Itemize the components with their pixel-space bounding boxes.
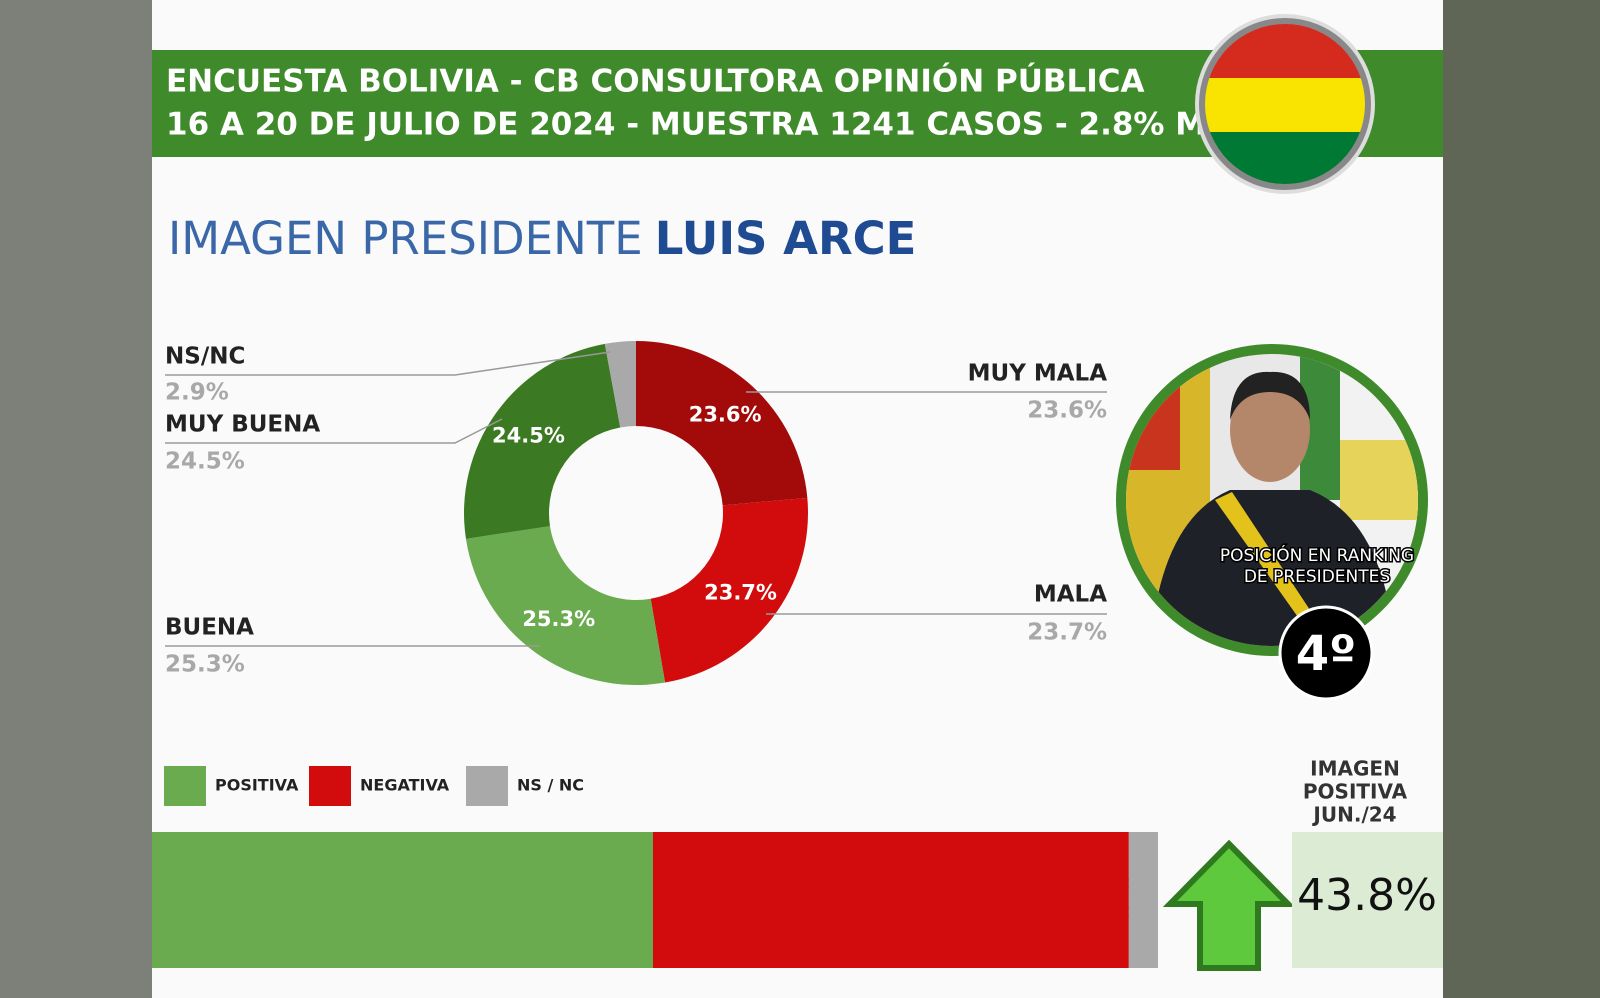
title: IMAGEN PRESIDENTE LUIS ARCE (168, 212, 916, 265)
legend-label: NS / NC (517, 776, 584, 795)
previous-value: 43.8% (1297, 870, 1437, 921)
category-value: 25.3% (165, 652, 245, 678)
side-right (1443, 0, 1600, 998)
flag (1195, 14, 1375, 194)
leader-line (165, 351, 611, 376)
previous-label: JUN./24 (1311, 803, 1396, 827)
legend-label: POSITIVA (215, 776, 299, 795)
ranking-position: 4º (1296, 626, 1356, 682)
president-photo (1116, 344, 1428, 656)
title-light: IMAGEN PRESIDENTE (168, 212, 643, 265)
previous-label: IMAGEN (1310, 757, 1400, 781)
ranking-badge (1278, 605, 1374, 701)
bar-segment (152, 832, 653, 968)
title-bold: LUIS ARCE (655, 212, 917, 265)
category-label: MUY MALA (968, 361, 1108, 387)
side-left (0, 0, 152, 998)
ranking-label: POSICIÓN EN RANKING (1220, 544, 1414, 566)
category-value: 23.6% (1027, 398, 1107, 424)
legend-label: NEGATIVA (360, 776, 450, 795)
previous-box (1292, 832, 1443, 968)
donut-slice (464, 343, 621, 539)
slice-label: 23.7% (704, 581, 777, 605)
category-label: BUENA (165, 615, 254, 641)
category-label: NS/NC (165, 344, 245, 370)
category-value: 23.7% (1027, 620, 1107, 646)
legend: POSITIVA NEGATIVA NS / NC (164, 766, 584, 806)
header-line: 16 A 20 DE JULIO DE 2024 - MUESTRA 1241 … (166, 107, 1251, 143)
donut-slice (465, 526, 666, 685)
up-arrow (1162, 839, 1296, 971)
legend-swatch (466, 766, 508, 806)
legend-swatch (309, 766, 351, 806)
bar-segment (652, 832, 1129, 968)
donut: 23.6% 23.7% 25.3% 24.5% (464, 341, 808, 685)
stacked-bar: 49.8%47.3%2.9% (152, 832, 1162, 968)
donut-slice (604, 341, 636, 428)
previous-label: POSITIVA (1303, 780, 1408, 804)
slice-label: 23.6% (689, 403, 762, 427)
donut-slice (636, 341, 808, 506)
category-label: MUY BUENA (165, 412, 320, 438)
header-line: ENCUESTA BOLIVIA - CB CONSULTORA OPINIÓN… (166, 63, 1145, 100)
bar-segment (1128, 832, 1158, 968)
slice-label: 25.3% (522, 607, 595, 631)
ranking-label: DE PRESIDENTES (1244, 567, 1390, 587)
category-value: 2.9% (165, 380, 229, 406)
category-value: 24.5% (165, 449, 245, 475)
slice-label: 24.5% (492, 423, 565, 447)
legend-swatch (164, 766, 206, 806)
donut-slice (650, 497, 808, 683)
category-label: MALA (1034, 582, 1107, 608)
leader-line (165, 418, 503, 444)
